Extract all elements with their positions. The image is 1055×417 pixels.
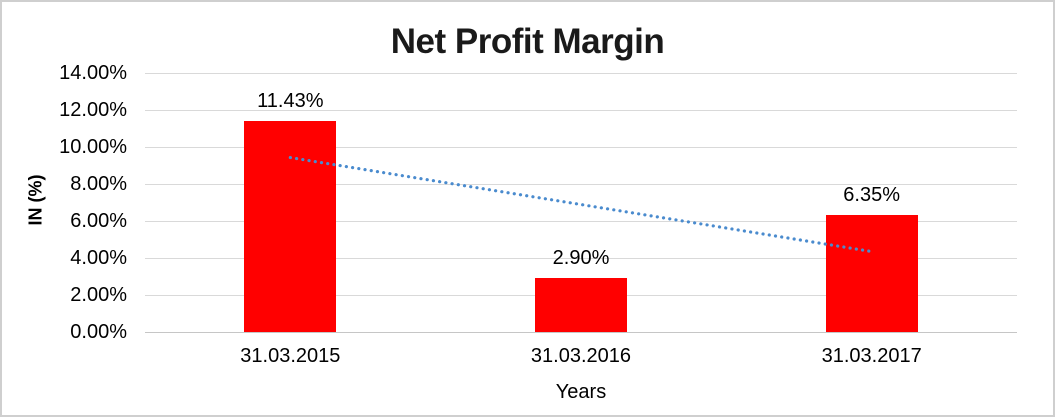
y-tick-label: 0.00% (70, 321, 127, 343)
gridline (145, 109, 1017, 111)
y-tick-label: 10.00% (59, 136, 127, 158)
gridline (145, 183, 1017, 185)
gridline (145, 331, 1017, 333)
chart-title: Net Profit Margin (390, 22, 665, 61)
y-tick-label: 4.00% (70, 247, 127, 269)
x-axis-ticks: 31.03.2015 31.03.2016 31.03.2017 (145, 344, 1017, 370)
bar (535, 278, 627, 332)
gridline (145, 72, 1017, 74)
gridline (145, 257, 1017, 259)
x-tick-label: 31.03.2015 (240, 345, 341, 367)
bar-value-label: 11.43% (257, 89, 324, 112)
x-tick-label: 31.03.2016 (530, 345, 632, 367)
bar (244, 120, 337, 332)
bar (825, 214, 918, 332)
y-tick-label: 6.00% (70, 210, 127, 232)
y-tick-label: 2.00% (70, 284, 127, 306)
gridline (145, 146, 1017, 148)
y-tick-label: 14.00% (59, 62, 127, 84)
trendline (288, 155, 874, 254)
y-tick-label: 12.00% (59, 99, 127, 121)
bar-value-label: 2.90% (552, 247, 610, 270)
trendline-line (288, 155, 874, 254)
plot-area: 11.43% 2.90% 6.35% (145, 72, 1017, 333)
x-axis-title: Years (555, 381, 607, 403)
y-tick-label: 8.00% (70, 173, 127, 195)
y-axis-ticks: 0.00% 2.00% 4.00% 6.00% 8.00% 10.00% 12.00% 14.… (2, 62, 127, 343)
gridline (145, 220, 1017, 222)
x-tick-label: 31.03.2017 (821, 345, 922, 367)
bar-value-label: 6.35% (843, 183, 901, 206)
